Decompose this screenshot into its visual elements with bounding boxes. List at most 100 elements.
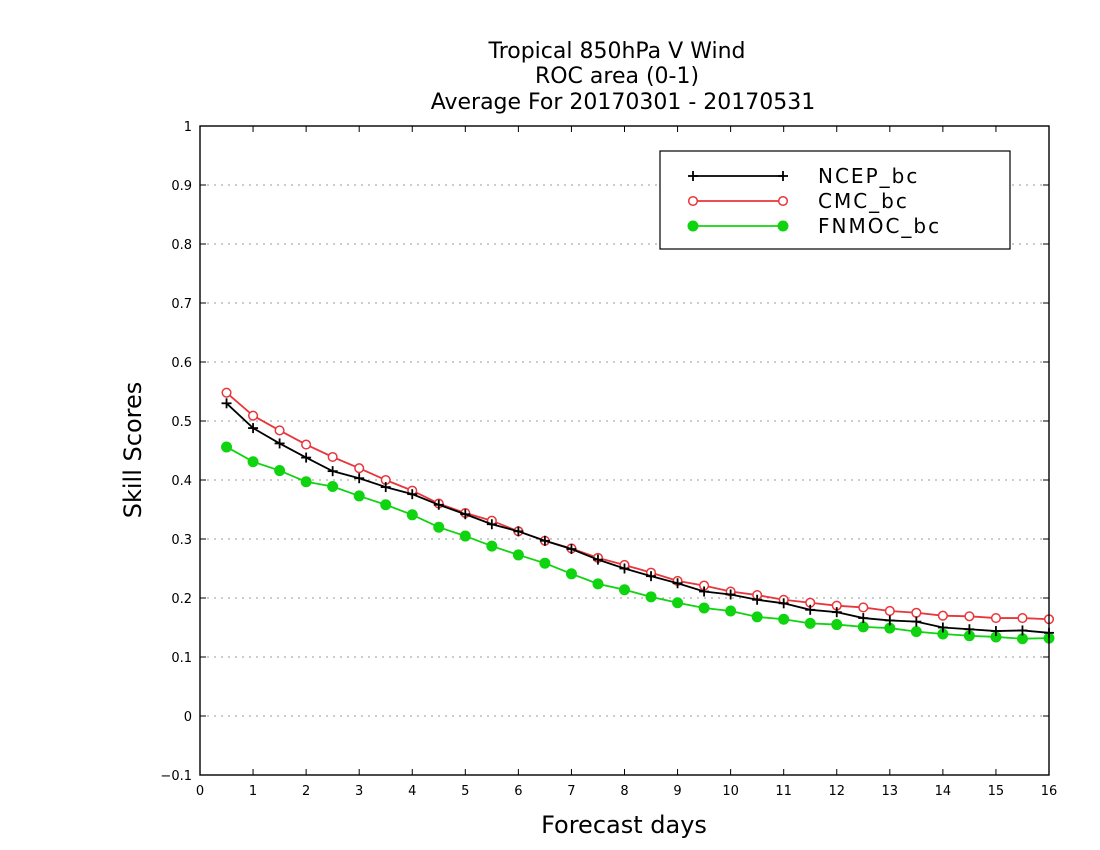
data-point: [858, 613, 869, 624]
x-tick-label: 9: [673, 784, 681, 799]
y-tick-label: 0.7: [171, 297, 192, 312]
data-point: [619, 563, 630, 574]
data-point: [327, 480, 339, 492]
data-point: [486, 519, 497, 530]
data-point: [353, 490, 365, 502]
legend-marker: [777, 220, 789, 232]
legend-box: [659, 150, 1011, 250]
x-tick-label: 8: [620, 784, 628, 799]
data-point: [539, 535, 550, 546]
series-ncep_bc: [221, 398, 1054, 638]
x-tick-label: 7: [567, 784, 575, 799]
data-point: [221, 387, 232, 398]
data-point: [990, 613, 1001, 624]
data-point: [248, 423, 259, 434]
data-point: [354, 463, 365, 474]
legend-marker: [778, 171, 788, 181]
data-point: [646, 571, 657, 582]
data-point: [380, 499, 392, 511]
data-point: [513, 526, 524, 537]
x-tick-label: 2: [302, 784, 310, 799]
data-point: [433, 499, 444, 510]
y-tick-label: 0.1: [171, 651, 192, 666]
data-point: [1017, 613, 1028, 624]
legend-swatch: [687, 220, 789, 232]
x-tick-label: 12: [828, 784, 845, 799]
data-point: [805, 604, 816, 615]
data-point: [752, 594, 763, 605]
data-point: [592, 578, 604, 590]
series-fnmoc_bc: [221, 441, 1055, 645]
data-point: [725, 605, 737, 617]
x-tick-label: 11: [775, 784, 792, 799]
data-point: [964, 611, 975, 622]
y-tick-label: 0: [184, 710, 192, 725]
data-series: [221, 387, 1055, 645]
data-point: [407, 489, 418, 500]
data-point: [804, 617, 816, 629]
data-point: [910, 626, 922, 638]
y-tick-label: 0.2: [171, 592, 192, 607]
data-point: [858, 602, 869, 613]
legend-swatch: [687, 195, 789, 207]
y-tick-label: 1: [184, 120, 192, 135]
data-point: [619, 584, 630, 596]
series-line: [225, 402, 1050, 634]
x-tick-label: 14: [935, 784, 952, 799]
data-point: [831, 607, 842, 618]
x-tick-label: 13: [882, 784, 899, 799]
data-point: [698, 602, 710, 614]
y-tick-label: 0.5: [171, 415, 192, 430]
data-point: [274, 465, 286, 477]
legend-marker: [777, 195, 789, 207]
data-point: [725, 589, 736, 600]
data-point: [301, 452, 312, 463]
data-point: [937, 622, 948, 633]
data-point: [433, 521, 445, 533]
data-point: [778, 613, 790, 625]
series-line: [225, 392, 1050, 621]
data-point: [248, 410, 259, 421]
y-tick-label: 0.8: [171, 238, 192, 253]
data-point: [247, 456, 259, 468]
x-tick-label: 15: [988, 784, 1005, 799]
legend-marker: [688, 171, 698, 181]
data-point: [911, 607, 922, 618]
data-point: [645, 591, 657, 603]
plot-frame: [199, 125, 1050, 776]
data-point: [672, 597, 684, 609]
data-point: [459, 530, 471, 542]
data-point: [221, 398, 232, 409]
legend-items: [687, 171, 789, 232]
data-point: [565, 568, 577, 580]
data-point: [699, 586, 710, 597]
data-point: [831, 619, 843, 631]
legend-marker: [687, 195, 699, 207]
data-point: [301, 439, 312, 450]
data-point: [274, 425, 285, 436]
y-tick-label: 0.9: [171, 179, 192, 194]
y-tick-label: −0.1: [160, 769, 192, 784]
gridlines: [200, 184, 1049, 717]
chart-title-line-2: ROC area (0-1): [535, 64, 699, 89]
x-tick-label: 1: [249, 784, 257, 799]
data-point: [751, 611, 763, 623]
data-point: [592, 554, 603, 565]
data-point: [964, 624, 975, 635]
data-point: [274, 438, 285, 449]
y-tick-label: 0.3: [171, 533, 192, 548]
legend: NCEP_bc CMC_bc FNMOC_bc: [659, 150, 1011, 250]
data-point: [406, 509, 418, 521]
data-point: [486, 540, 498, 552]
y-axis-label: Skill Scores: [119, 382, 147, 519]
x-tick-label: 4: [408, 784, 416, 799]
x-tick-label: 10: [722, 784, 739, 799]
legend-label-fnmoc: FNMOC_bc: [818, 214, 941, 238]
y-tick-label: 0.4: [171, 474, 192, 489]
axis-ticks: −0.100.10.20.30.40.50.60.70.80.910 1 2 3 4 5 6…: [160, 120, 1057, 799]
data-point: [566, 544, 577, 555]
x-tick-label: 3: [355, 784, 363, 799]
data-point: [911, 616, 922, 627]
series-cmc_bc: [221, 387, 1055, 625]
legend-label-ncep: NCEP_bc: [818, 164, 919, 188]
